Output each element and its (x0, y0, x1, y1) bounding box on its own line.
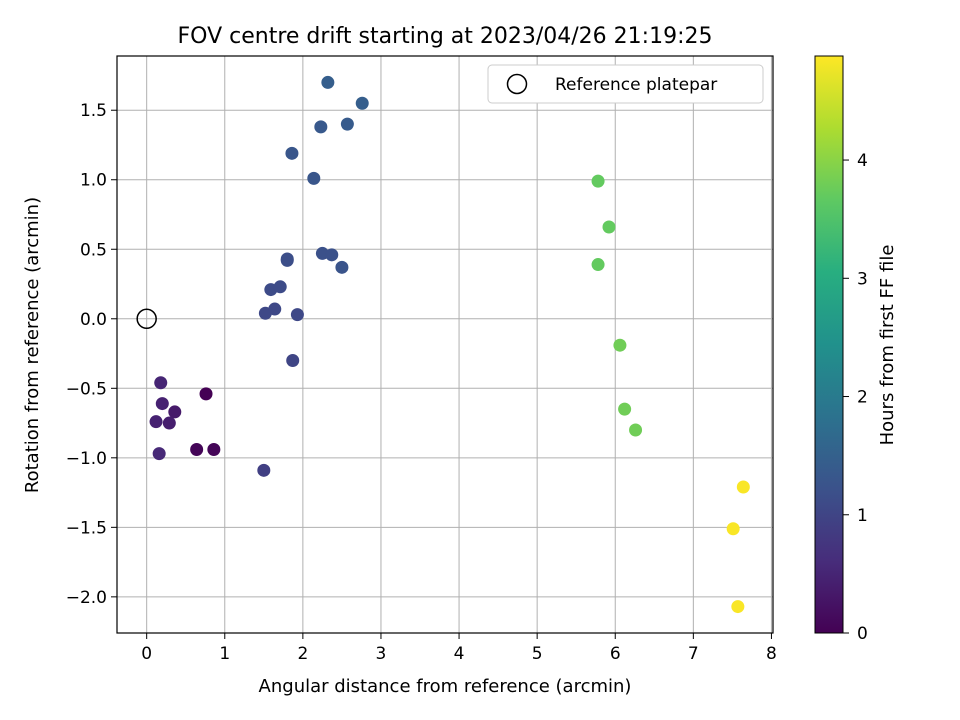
data-point (152, 447, 166, 461)
colorbar-tick-label: 0 (857, 624, 868, 644)
y-tick-label: 0.5 (80, 240, 107, 260)
data-point (273, 280, 287, 294)
x-tick-label: 6 (610, 644, 621, 664)
data-point (290, 308, 304, 322)
data-point (321, 75, 335, 89)
colorbar-label: Hours from first FF file (877, 245, 898, 446)
chart-title: FOV centre drift starting at 2023/04/26 … (178, 24, 713, 49)
colorbar-tick-label: 2 (857, 388, 868, 408)
legend-box (487, 64, 764, 104)
y-tick-label: −2.0 (66, 588, 107, 608)
x-tick-label: 5 (532, 644, 543, 664)
data-point (736, 480, 750, 494)
colorbar (814, 55, 844, 634)
data-point (199, 387, 213, 401)
data-point (602, 220, 616, 234)
data-point (285, 146, 299, 160)
data-point (340, 117, 354, 131)
data-point (629, 423, 643, 437)
data-point (314, 120, 328, 134)
x-axis-label: Angular distance from reference (arcmin) (259, 676, 632, 697)
y-tick-label: −0.5 (66, 379, 107, 399)
data-point (268, 302, 282, 316)
y-tick-label: 1.5 (80, 101, 107, 121)
data-point (726, 522, 740, 536)
x-tick-label: 3 (376, 644, 387, 664)
x-tick-label: 4 (454, 644, 465, 664)
legend-entry-reference-platepar: Reference platepar (555, 75, 717, 95)
legend: Reference platepar (487, 64, 764, 104)
data-point (591, 174, 605, 188)
data-point (207, 442, 221, 456)
x-tick-label: 7 (688, 644, 699, 664)
colorbar-tick-label: 1 (857, 506, 868, 526)
reference-marker-layer (136, 308, 157, 330)
data-point (325, 248, 339, 262)
y-tick-label: 0.0 (80, 310, 107, 330)
legend-marker-icon (506, 73, 528, 95)
colorbar-ticks: 0 1 2 3 4 (843, 151, 868, 644)
data-point (613, 338, 627, 352)
data-point (307, 171, 321, 185)
colorbar-tick-label: 3 (857, 269, 868, 289)
data-point (286, 353, 300, 367)
scatter-points (149, 75, 750, 614)
data-point (618, 402, 632, 416)
x-tick-label: 1 (219, 644, 230, 664)
y-tick-label: −1.0 (66, 449, 107, 469)
data-point (154, 376, 168, 390)
y-axis-ticks: −2.0 −1.5 −1.0 −0.5 0.0 0.5 1.0 1.5 (66, 101, 117, 608)
data-point (335, 260, 349, 274)
x-tick-label: 8 (766, 644, 777, 664)
data-point (257, 463, 271, 477)
data-point (155, 397, 169, 411)
y-axis-label: Rotation from reference (arcmin) (22, 197, 43, 493)
data-point (190, 442, 204, 456)
data-point (355, 96, 369, 110)
data-point (591, 258, 605, 272)
data-point (149, 415, 163, 429)
x-tick-label: 0 (141, 644, 152, 664)
data-point (162, 416, 176, 430)
grid-lines (117, 56, 773, 633)
reference-platepar-marker (136, 308, 157, 330)
data-point (168, 405, 182, 419)
x-tick-label: 2 (297, 644, 308, 664)
colorbar-tick-label: 4 (857, 151, 868, 171)
y-tick-label: −1.5 (66, 518, 107, 538)
y-tick-label: 1.0 (80, 171, 107, 191)
x-axis-ticks: 0 1 2 3 4 5 6 7 8 (141, 633, 777, 664)
plot-frame (116, 55, 774, 634)
data-point (280, 252, 294, 266)
data-point (731, 600, 745, 614)
